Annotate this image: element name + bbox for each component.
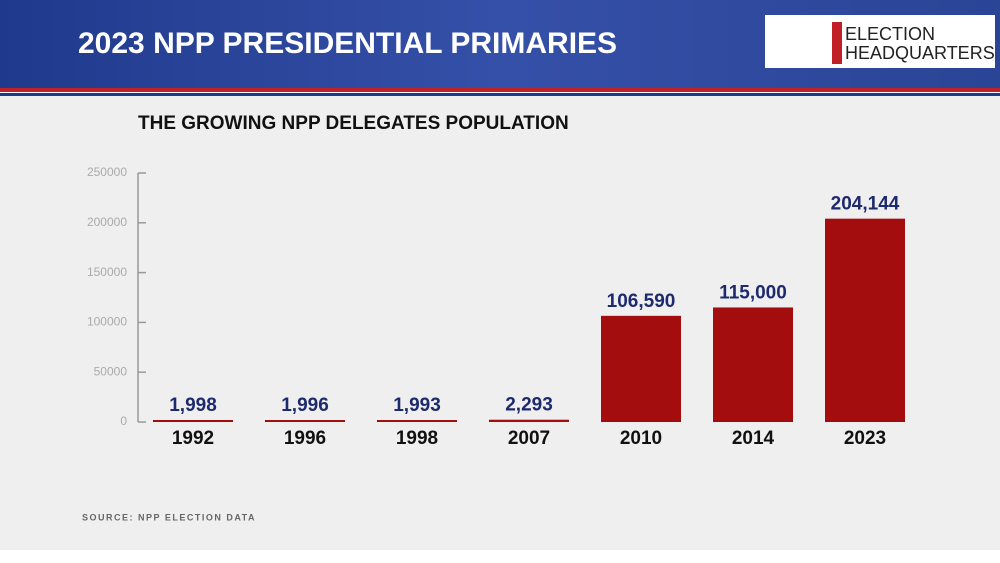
x-tick-label: 2010 — [620, 428, 662, 449]
y-tick-label: 250000 — [87, 165, 127, 179]
y-tick-label: 150000 — [87, 265, 127, 279]
x-tick-label: 2014 — [732, 428, 775, 449]
y-tick-label: 100000 — [87, 315, 127, 329]
y-tick-label: 0 — [120, 414, 127, 428]
logo-line-2: HEADQUARTERS — [845, 43, 995, 63]
bar — [377, 420, 457, 422]
header-blue-stripe — [0, 93, 1000, 96]
value-label: 2,293 — [505, 395, 553, 416]
x-tick-label: 1992 — [172, 428, 214, 449]
x-tick-label: 1998 — [396, 428, 438, 449]
logo-icon — [832, 22, 842, 64]
header-title: 2023 NPP PRESIDENTIAL PRIMARIES — [78, 27, 617, 60]
chart-title: THE GROWING NPP DELEGATES POPULATION — [138, 113, 569, 134]
value-label: 204,144 — [831, 194, 900, 215]
bar — [601, 315, 681, 422]
x-tick-label: 2023 — [844, 428, 886, 449]
value-label: 106,590 — [607, 291, 676, 312]
value-label: 115,000 — [719, 282, 787, 303]
header-red-stripe — [0, 88, 1000, 92]
x-tick-label: 2007 — [508, 428, 550, 449]
bar — [265, 420, 345, 422]
bar — [825, 218, 905, 422]
bar — [713, 307, 793, 422]
bar — [489, 419, 569, 422]
value-label: 1,996 — [281, 395, 329, 416]
y-tick-label: 50000 — [94, 364, 128, 378]
source-note: SOURCE: NPP ELECTION DATA — [82, 512, 256, 522]
value-label: 1,998 — [169, 395, 217, 416]
y-tick-label: 200000 — [87, 215, 127, 229]
logo-line-1: ELECTION — [845, 24, 935, 44]
bar — [153, 420, 233, 422]
x-tick-label: 1996 — [284, 428, 326, 449]
logo-box — [765, 15, 995, 68]
value-label: 1,993 — [393, 395, 441, 416]
